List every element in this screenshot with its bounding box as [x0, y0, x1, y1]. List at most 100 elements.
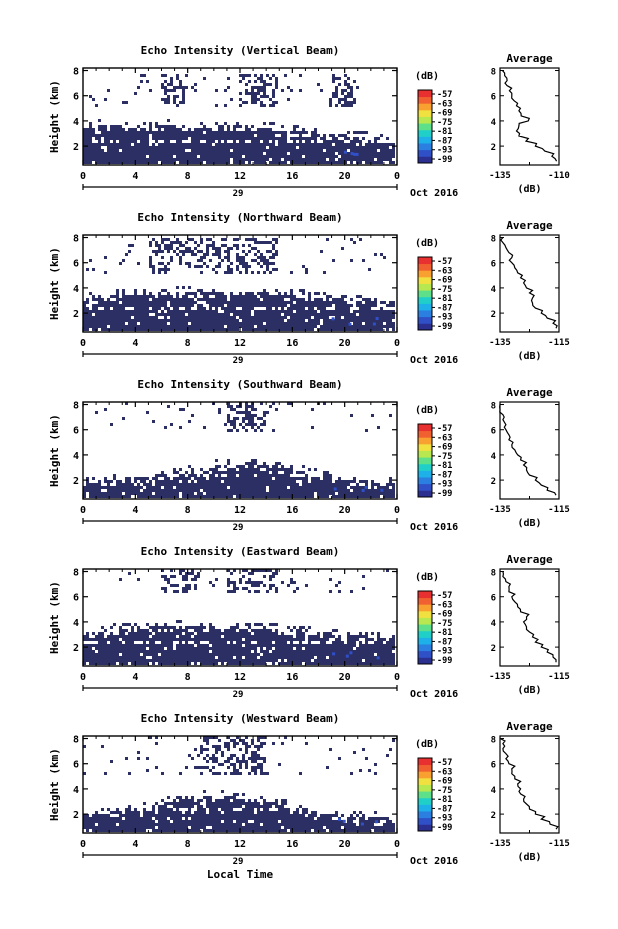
echo-cell: [371, 328, 374, 331]
echo-cell: [296, 158, 299, 161]
echo-cell: [290, 152, 293, 155]
echo-cell: [185, 492, 188, 495]
echo-cell: [200, 477, 203, 480]
echo-cell: [350, 656, 353, 659]
echo-cell: [236, 268, 239, 271]
echo-cell: [158, 149, 161, 152]
echo-cell: [185, 489, 188, 492]
echo-cell: [296, 629, 299, 632]
echo-cell: [179, 304, 182, 307]
echo-cell: [188, 495, 191, 498]
echo-cell: [389, 483, 392, 486]
echo-cell: [101, 635, 104, 638]
echo-cell: [188, 310, 191, 313]
echo-cell: [338, 140, 341, 143]
echo-cell: [362, 146, 365, 149]
echo-cell: [308, 647, 311, 650]
echo-cell: [176, 292, 179, 295]
echo-cell: [110, 626, 113, 629]
echo-cell: [179, 662, 182, 665]
echo-cell: [164, 644, 167, 647]
echo-cell: [167, 292, 170, 295]
echo-cell: [200, 480, 203, 483]
echo-cell: [122, 656, 125, 659]
echo-cell: [293, 155, 296, 158]
echo-cell: [203, 632, 206, 635]
echo-cell: [149, 647, 152, 650]
echo-cell: [233, 125, 236, 128]
echo-cell: [170, 310, 173, 313]
echo-cell: [173, 489, 176, 492]
echo-cell: [275, 632, 278, 635]
echo-cell: [383, 325, 386, 328]
echo-cell: [320, 492, 323, 495]
echo-cell: [116, 656, 119, 659]
echo-cell: [194, 253, 197, 256]
echo-cell: [275, 468, 278, 471]
echo-cell: [197, 635, 200, 638]
echo-cell: [164, 146, 167, 149]
echo-cell: [143, 161, 146, 164]
echo-cell: [197, 325, 200, 328]
echo-cell: [143, 632, 146, 635]
echo-cell: [224, 250, 227, 253]
echo-cell: [143, 134, 146, 137]
echo-cell: [332, 656, 335, 659]
echo-cell: [212, 659, 215, 662]
echo-cell: [263, 298, 266, 301]
echo-cell: [242, 161, 245, 164]
echo-cell: [122, 149, 125, 152]
echo-cell: [230, 146, 233, 149]
echo-cell: [302, 289, 305, 292]
y-tick-label: 4: [73, 117, 79, 128]
echo-cell: [308, 653, 311, 656]
echo-cell: [296, 492, 299, 495]
echo-cell: [275, 325, 278, 328]
echo-cell: [185, 644, 188, 647]
echo-cell: [161, 483, 164, 486]
echo-cell: [83, 650, 86, 653]
echo-cell: [236, 429, 239, 432]
x-tick-label: 8: [185, 338, 191, 349]
echo-cell: [143, 140, 146, 143]
echo-cell: [260, 322, 263, 325]
echo-cell: [320, 483, 323, 486]
echo-cell: [110, 647, 113, 650]
echo-cell: [242, 244, 245, 247]
echo-cell: [116, 125, 119, 128]
echo-cell: [179, 158, 182, 161]
echo-cell: [332, 80, 335, 83]
echo-cell: [179, 137, 182, 140]
average-x-tick-label: -115: [548, 505, 570, 515]
echo-cell: [134, 316, 137, 319]
echo-cell: [356, 146, 359, 149]
echo-cell: [281, 301, 284, 304]
echo-cell: [122, 629, 125, 632]
echo-cell: [260, 101, 263, 104]
echo-cell: [218, 629, 221, 632]
echo-cell: [149, 480, 152, 483]
echo-cell: [185, 298, 188, 301]
echo-cell: [302, 316, 305, 319]
colorbar-tick-label: -93: [437, 313, 452, 323]
echo-cell: [317, 149, 320, 152]
echo-cell: [167, 644, 170, 647]
echo-cell: [323, 319, 326, 322]
echo-cell: [107, 143, 110, 146]
echo-cell: [233, 298, 236, 301]
echo-cell: [251, 420, 254, 423]
echo-cell: [368, 328, 371, 331]
echo-cell: [203, 322, 206, 325]
echo-cell: [185, 307, 188, 310]
echo-cell: [260, 316, 263, 319]
echo-cell: [206, 238, 209, 241]
echo-cell: [113, 131, 116, 134]
echo-cell: [362, 307, 365, 310]
echo-cell: [173, 149, 176, 152]
echo-cell: [272, 492, 275, 495]
echo-cell: [230, 268, 233, 271]
echo-cell: [251, 653, 254, 656]
echo-cell: [251, 295, 254, 298]
echo-cell: [122, 623, 125, 626]
echo-cell: [167, 641, 170, 644]
